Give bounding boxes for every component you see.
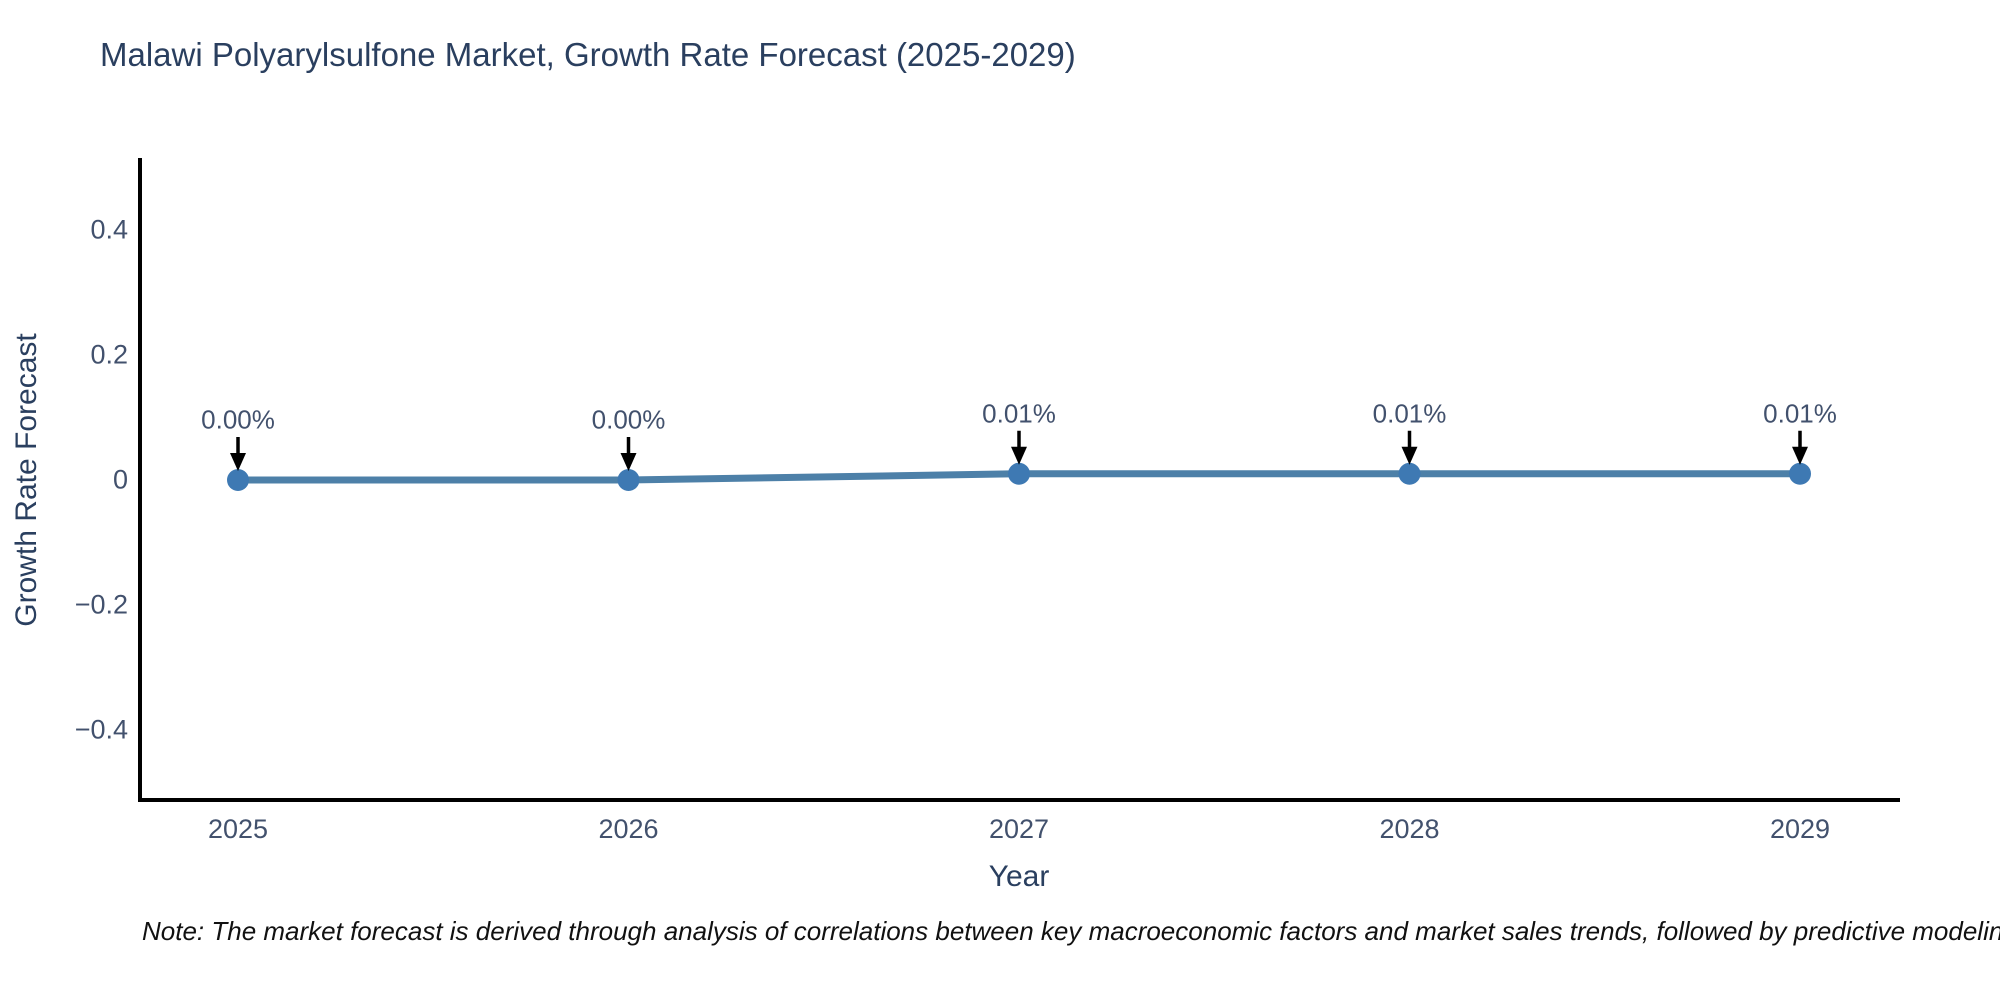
y-tick-label: 0 <box>112 464 128 495</box>
footnote: Note: The market forecast is derived thr… <box>142 916 2000 946</box>
x-tick-label: 2025 <box>207 814 269 844</box>
annotation-arrow-head <box>1792 446 1808 465</box>
annotation-label: 0.00% <box>591 404 666 435</box>
y-tick-label: −0.4 <box>74 714 128 745</box>
data-point-marker <box>1398 462 1421 485</box>
x-tick-label: 2028 <box>1379 814 1440 844</box>
y-tick-label: −0.2 <box>74 589 128 620</box>
annotation-arrow-head <box>1011 446 1027 465</box>
data-point-marker <box>1789 462 1811 485</box>
x-axis-title: Year <box>988 860 1050 893</box>
data-point-marker <box>227 469 249 491</box>
annotation-label: 0.01% <box>1763 398 1837 429</box>
x-tick-label: 2029 <box>1769 814 1831 844</box>
annotation-label: 0.00% <box>201 404 275 435</box>
x-tick-label: 2027 <box>988 814 1050 844</box>
annotation-label: 0.01% <box>1372 398 1447 429</box>
data-point-marker <box>617 469 640 491</box>
annotation-label: 0.01% <box>982 398 1056 429</box>
data-point-marker <box>1008 462 1030 485</box>
annotation-arrow-head <box>1401 446 1418 465</box>
y-tick-label: 0.2 <box>90 339 128 370</box>
y-tick-label: 0.4 <box>90 214 128 245</box>
chart-title: Malawi Polyarylsulfone Market, Growth Ra… <box>100 36 1076 73</box>
annotation-arrow-head <box>620 453 637 471</box>
annotation-arrow-head <box>230 453 246 471</box>
x-tick-label: 2026 <box>598 814 659 844</box>
